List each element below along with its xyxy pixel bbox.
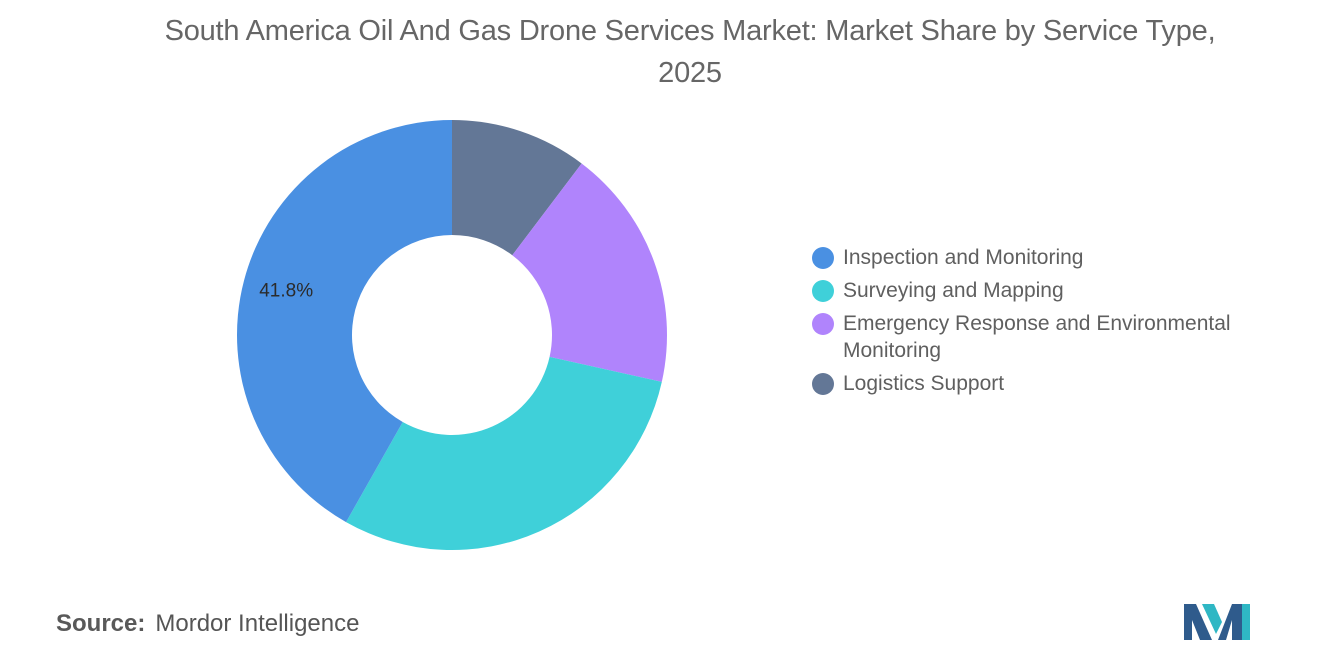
donut-slice-surveying-and-mapping[interactable] bbox=[346, 356, 662, 550]
legend-label: Inspection and Monitoring bbox=[843, 246, 1084, 269]
chart-title: South America Oil And Gas Drone Services… bbox=[164, 15, 1216, 89]
legend-swatch bbox=[812, 280, 834, 302]
source-label: Source: bbox=[56, 610, 146, 637]
legend-swatch bbox=[812, 373, 834, 395]
source-note: Source: Mordor Intelligence bbox=[56, 610, 359, 638]
donut-slice-logistics-support[interactable] bbox=[452, 120, 582, 256]
legend-label: Surveying and Mapping bbox=[843, 279, 1064, 302]
legend-label: Logistics Support bbox=[843, 372, 1005, 395]
slice-value-label: 41.8% bbox=[259, 280, 313, 301]
legend-swatch bbox=[812, 313, 834, 335]
mordor-intelligence-logo-icon bbox=[1184, 604, 1250, 640]
source-value: Mordor Intelligence bbox=[155, 610, 360, 637]
legend-item-emergency-response[interactable]: Emergency Response and Environmental Mon… bbox=[812, 310, 1282, 364]
legend-item-inspection-and-monitoring[interactable]: Inspection and Monitoring bbox=[812, 244, 1282, 271]
legend-item-surveying-and-mapping[interactable]: Surveying and Mapping bbox=[812, 277, 1282, 304]
legend-item-logistics-support[interactable]: Logistics Support bbox=[812, 370, 1282, 397]
legend-label: Emergency Response and Environmental Mon… bbox=[843, 312, 1231, 362]
legend-swatch bbox=[812, 247, 834, 269]
donut-slice-emergency-response-and-environmental-monitoring[interactable] bbox=[512, 163, 667, 382]
chart-legend: Inspection and Monitoring Surveying and … bbox=[812, 244, 1282, 403]
donut-slice-inspection-and-monitoring[interactable] bbox=[237, 120, 452, 523]
